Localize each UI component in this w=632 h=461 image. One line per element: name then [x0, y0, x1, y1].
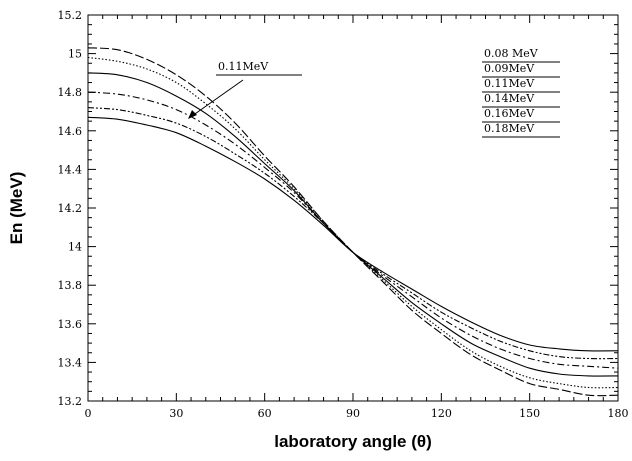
annotation-arrow-head: [188, 110, 197, 119]
x-tick-label: 0: [85, 407, 92, 420]
y-tick-label: 13.8: [58, 279, 83, 292]
legend-entry: 0.14MeV: [484, 92, 535, 105]
annotation: 0.11MeV: [188, 60, 302, 119]
x-tick-label: 120: [431, 407, 452, 420]
x-tick-label: 60: [258, 407, 272, 420]
annotation-label: 0.11MeV: [218, 60, 269, 73]
y-tick-label: 14: [68, 241, 82, 254]
x-tick-label: 180: [608, 407, 629, 420]
annotation-arrow-shaft: [191, 79, 244, 117]
x-axis-title: laboratory angle (θ): [274, 432, 432, 451]
y-axis-title: En (MeV): [7, 172, 26, 245]
series-line-5: [87, 107, 619, 360]
y-tick-label: 14.6: [58, 125, 83, 138]
legend-entry: 0.16MeV: [484, 107, 535, 120]
y-tick-label: 14.4: [58, 163, 83, 176]
series-layer: [87, 47, 619, 397]
y-tick-label: 15.2: [58, 9, 83, 22]
series-line-1: [87, 47, 619, 397]
legend-entry: 0.11MeV: [484, 77, 535, 90]
ticks-layer: 0 30 60 90 120 150 180 13.2 13.4 13.6 13.8 14 14.2 14…: [58, 9, 629, 420]
y-tick-label: 15: [68, 48, 82, 61]
series-line-2: [87, 56, 619, 389]
series-line-6: [87, 116, 619, 352]
x-tick-label: 90: [346, 407, 360, 420]
y-tick-label: 14.8: [58, 86, 83, 99]
y-tick-label: 14.2: [58, 202, 83, 215]
x-tick-label: 30: [169, 407, 183, 420]
y-tick-label: 13.2: [58, 395, 83, 408]
y-tick-label: 13.4: [58, 356, 83, 369]
legend-entry: 0.09MeV: [484, 62, 535, 75]
legend-entry: 0.18MeV: [484, 122, 535, 135]
legend: 0.08 MeV 0.09MeV 0.11MeV 0.14MeV 0.16MeV 0.18…: [482, 47, 560, 138]
y-tick-label: 13.6: [58, 318, 83, 331]
x-tick-label: 150: [519, 407, 540, 420]
legend-entry: 0.08 MeV: [484, 47, 539, 60]
